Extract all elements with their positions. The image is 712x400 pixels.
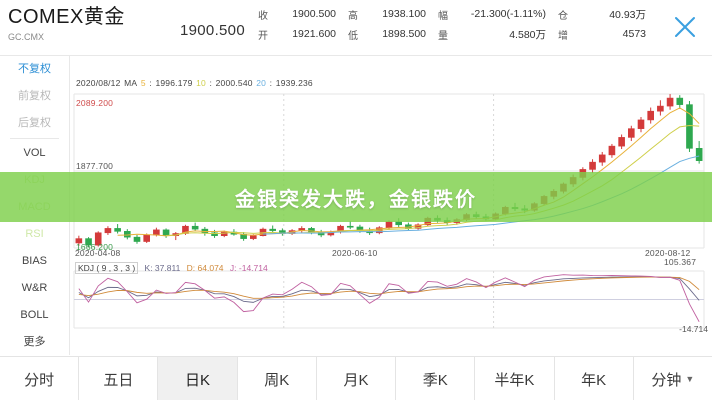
kdj-title: KDJ ( 9 , 3 , 3 ) xyxy=(75,262,139,274)
quote-value-increase: 4573 xyxy=(622,28,646,40)
tab-label: 季K xyxy=(422,371,448,389)
ma20-key: 20 xyxy=(256,78,267,88)
ma-date: 2020/08/12 xyxy=(76,78,121,88)
kdj-d-value: D: 64.074 xyxy=(186,263,224,273)
quote-value-volume: 4.580万 xyxy=(509,28,546,41)
tab-quarterly-k[interactable]: 季K xyxy=(396,357,476,400)
ma-label: MA xyxy=(124,78,138,88)
tab-minute-dropdown[interactable]: 分钟 ▼ xyxy=(634,357,712,400)
ma-readout: 2020/08/12 MA 5 : 1996.179 10 : 2000.540… xyxy=(76,78,313,88)
sidebar-item-backward-adjust[interactable]: 后复权 xyxy=(18,117,51,129)
header-divider xyxy=(0,55,712,56)
quote-row: 开 1921.600 低 1898.500 量 4.580万 增 4573 xyxy=(258,24,678,44)
ma20-value: 1939.236 xyxy=(275,78,313,88)
sidebar-divider xyxy=(10,138,59,139)
tab-label: 分时 xyxy=(24,371,55,389)
promo-banner-text: 金银突发大跌，金银跌价 xyxy=(235,188,477,211)
sidebar-item-no-adjust[interactable]: 不复权 xyxy=(18,63,51,75)
quote-row: 收 1900.500 高 1938.100 幅 -21.300(-1.11%) … xyxy=(258,4,678,24)
quote-value-close: 1900.500 xyxy=(292,8,336,20)
symbol-title-block: COMEX黄金 GC.CMX xyxy=(8,4,125,43)
sidebar-item-forward-adjust[interactable]: 前复权 xyxy=(18,90,51,102)
ma10-key: 10 xyxy=(196,78,206,88)
quote-label-low: 低 xyxy=(348,30,358,42)
quote-value-change: -21.300(-1.11%) xyxy=(470,8,546,20)
quote-label-close: 收 xyxy=(258,10,268,22)
sidebar-item-wr[interactable]: W&R xyxy=(21,282,48,294)
ma5-key: 5 xyxy=(140,78,146,88)
price-axis-mid: 1877.700 xyxy=(76,161,114,171)
ma5-value: 1996.179 xyxy=(155,78,193,88)
tab-daily-k[interactable]: 日K xyxy=(158,357,238,400)
price-axis-low: 1666.200 xyxy=(76,242,114,252)
close-icon[interactable] xyxy=(672,14,698,40)
last-price: 1900.500 xyxy=(180,22,245,39)
quote-grid: 收 1900.500 高 1938.100 幅 -21.300(-1.11%) … xyxy=(258,4,678,44)
sidebar-item-vol[interactable]: VOL xyxy=(23,147,46,159)
ma10-value: 2000.540 xyxy=(215,78,253,88)
sidebar-item-boll[interactable]: BOLL xyxy=(20,309,49,321)
quote-value-open: 1921.600 xyxy=(292,28,336,40)
chevron-down-icon: ▼ xyxy=(685,374,695,384)
tab-label: 分钟 xyxy=(651,371,682,389)
tab-label: 日K xyxy=(185,371,211,389)
kdj-k-value: K: 37.811 xyxy=(144,263,181,273)
tab-label: 五日 xyxy=(103,371,134,389)
quote-label-high: 高 xyxy=(348,10,358,22)
period-tab-bar: 分时 五日 日K 周K 月K 季K 半年K 年K 分钟 ▼ xyxy=(0,356,712,400)
quote-label-change: 幅 xyxy=(438,10,448,22)
date-axis-mid: 2020-06-10 xyxy=(332,248,378,258)
quote-value-high: 1938.100 xyxy=(382,8,426,20)
quote-value-low: 1898.500 xyxy=(382,28,426,40)
price-axis-high: 2089.200 xyxy=(76,98,114,108)
kdj-j-value: J: -14.714 xyxy=(229,263,268,273)
kdj-right-value: 105.367 xyxy=(664,257,697,267)
sidebar-item-more[interactable]: 更多 xyxy=(23,336,46,348)
kdj-axis-end: -14.714 xyxy=(679,324,708,334)
sidebar-item-bias[interactable]: BIAS xyxy=(21,255,48,267)
date-axis-right: 2020-08-12 xyxy=(645,248,691,258)
kdj-readout: KDJ ( 9 , 3 , 3 ) K: 37.811 D: 64.074 J:… xyxy=(75,262,268,274)
tab-label: 周K xyxy=(264,371,290,389)
tab-yearly-k[interactable]: 年K xyxy=(555,357,634,400)
tab-label: 年K xyxy=(581,371,607,389)
date-axis-left: 2020-04-08 xyxy=(75,248,121,258)
tab-weekly-k[interactable]: 周K xyxy=(238,357,317,400)
symbol-name: COMEX黄金 xyxy=(8,6,125,28)
symbol-code: GC.CMX xyxy=(8,32,44,42)
tab-label: 半年K xyxy=(494,371,535,389)
tab-label: 月K xyxy=(343,371,369,389)
quote-value-position: 40.93万 xyxy=(609,8,646,21)
promo-banner-background xyxy=(0,172,712,222)
quote-label-volume: 量 xyxy=(438,30,448,42)
quote-label-increase: 增 xyxy=(558,30,568,42)
quote-label-open: 开 xyxy=(258,30,268,42)
sidebar-item-rsi[interactable]: RSI xyxy=(25,228,44,240)
tab-half-year-k[interactable]: 半年K xyxy=(475,357,555,400)
tab-five-day[interactable]: 五日 xyxy=(79,357,159,400)
quote-header: COMEX黄金 GC.CMX 1900.500 收 1900.500 高 193… xyxy=(0,0,712,56)
quote-label-position: 仓 xyxy=(558,10,568,22)
tab-intraday[interactable]: 分时 xyxy=(0,357,80,400)
tab-monthly-k[interactable]: 月K xyxy=(317,357,397,400)
